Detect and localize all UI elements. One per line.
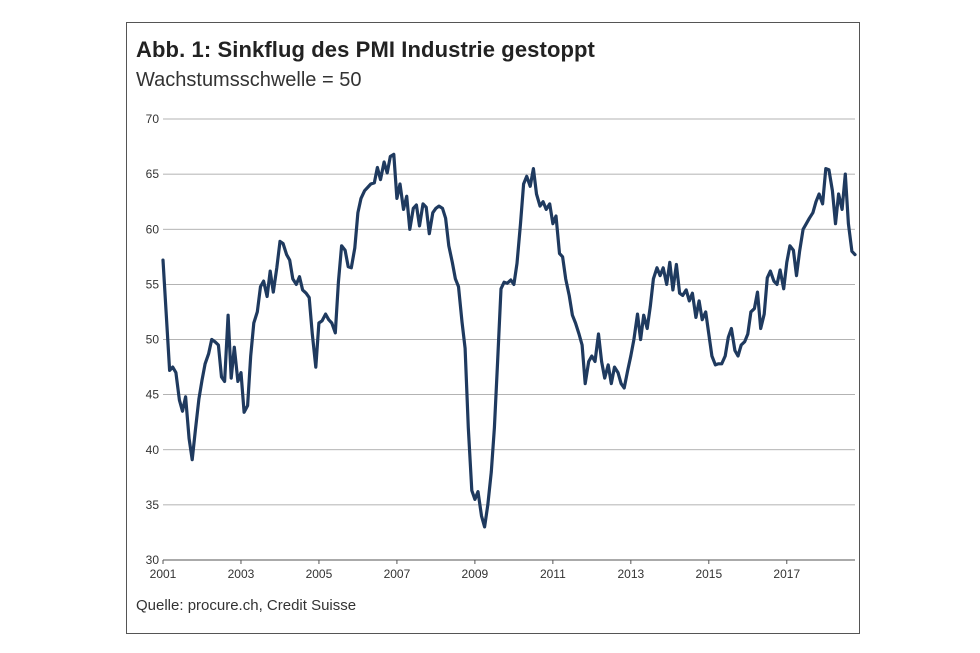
y-tick-label: 30 — [146, 553, 160, 567]
pmi-series-line — [161, 152, 857, 529]
y-tick-label: 55 — [146, 277, 160, 291]
y-tick-label: 60 — [146, 222, 160, 236]
x-tick-label: 2001 — [150, 567, 177, 581]
line-chart: 30 35 40 45 50 55 60 65 70 2001 2003 2005 2007 2009 20… — [146, 112, 857, 581]
x-tick-label: 2007 — [384, 567, 411, 581]
x-tick-label: 2011 — [540, 567, 566, 581]
x-tick-label: 2005 — [306, 567, 333, 581]
y-tick-label: 40 — [146, 443, 160, 457]
y-tick-label: 65 — [146, 167, 160, 181]
x-tick-label: 2017 — [773, 567, 800, 581]
chart-title: Abb. 1: Sinkflug des PMI Industrie gesto… — [136, 37, 595, 62]
y-tick-label: 35 — [146, 498, 160, 512]
x-tick-label: 2003 — [228, 567, 255, 581]
x-tick-label: 2013 — [617, 567, 644, 581]
y-tick-label: 50 — [146, 333, 160, 347]
y-tick-label: 45 — [146, 388, 160, 402]
x-tick-label: 2009 — [462, 567, 489, 581]
chart-subtitle: Wachstumsschwelle = 50 — [136, 69, 362, 91]
y-tick-label: 70 — [146, 112, 160, 126]
chart-source: Quelle: procure.ch, Credit Suisse — [136, 597, 357, 614]
chart-frame: Abb. 1: Sinkflug des PMI Industrie gesto… — [126, 22, 860, 634]
x-tick-label: 2015 — [695, 567, 722, 581]
